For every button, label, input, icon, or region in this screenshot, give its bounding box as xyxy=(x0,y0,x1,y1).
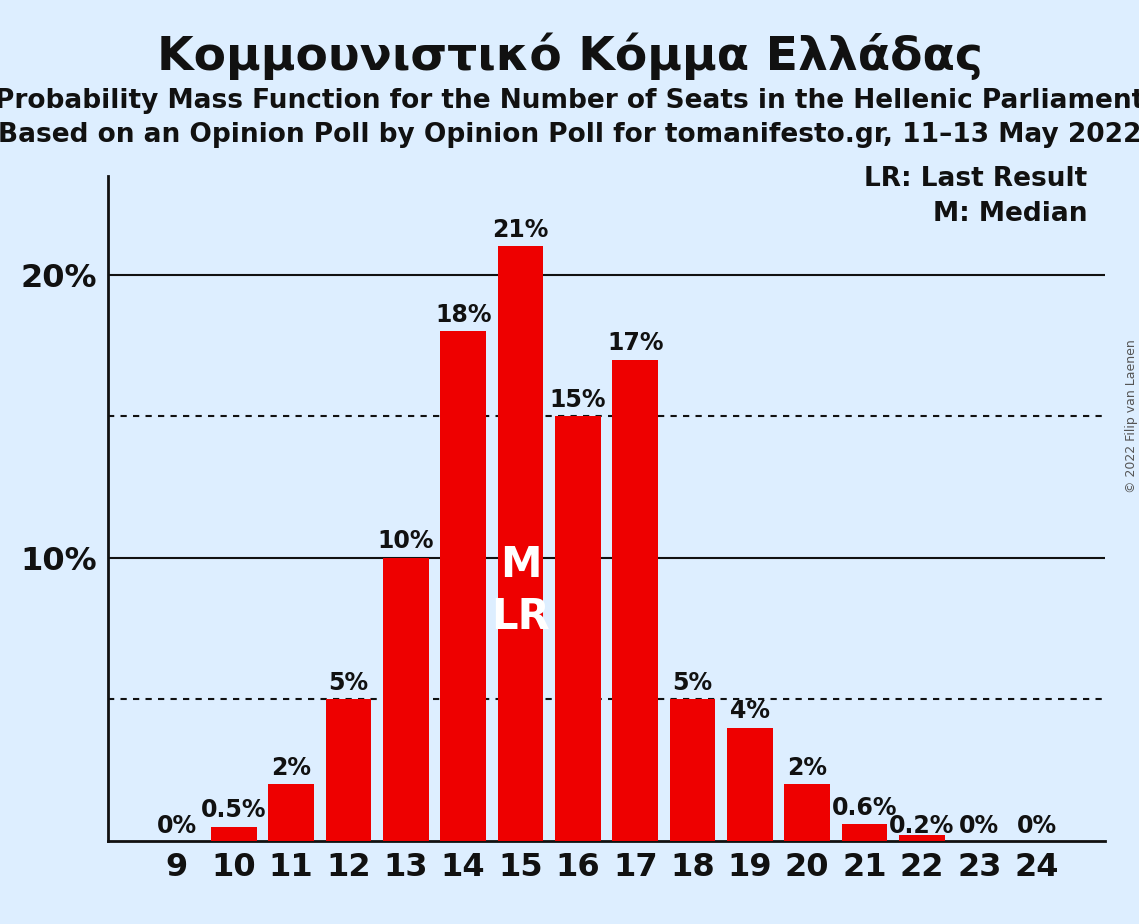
Text: 5%: 5% xyxy=(672,671,713,695)
Bar xyxy=(440,332,486,841)
Text: 0.5%: 0.5% xyxy=(202,798,267,822)
Text: 5%: 5% xyxy=(328,671,369,695)
Text: 0.6%: 0.6% xyxy=(831,796,898,820)
Bar xyxy=(326,699,371,841)
Text: LR: Last Result: LR: Last Result xyxy=(865,166,1088,192)
Text: 2%: 2% xyxy=(787,756,827,780)
Text: © 2022 Filip van Laenen: © 2022 Filip van Laenen xyxy=(1124,339,1138,492)
Bar xyxy=(211,827,256,841)
Text: 0%: 0% xyxy=(156,814,197,838)
Bar xyxy=(842,824,887,841)
Text: Probability Mass Function for the Number of Seats in the Hellenic Parliament: Probability Mass Function for the Number… xyxy=(0,88,1139,114)
Bar xyxy=(785,784,830,841)
Text: Κομμουνιστικό Κόμμα Ελλάδας: Κομμουνιστικό Κόμμα Ελλάδας xyxy=(156,32,983,79)
Bar xyxy=(727,727,773,841)
Text: 17%: 17% xyxy=(607,332,663,356)
Text: 0.2%: 0.2% xyxy=(890,814,954,838)
Bar xyxy=(555,416,600,841)
Text: M
LR: M LR xyxy=(491,544,550,638)
Bar xyxy=(268,784,314,841)
Bar xyxy=(383,558,428,841)
Text: 10%: 10% xyxy=(377,529,434,553)
Bar xyxy=(498,247,543,841)
Text: 18%: 18% xyxy=(435,303,491,327)
Text: 0%: 0% xyxy=(959,814,999,838)
Text: Based on an Opinion Poll by Opinion Poll for tomanifesto.gr, 11–13 May 2022: Based on an Opinion Poll by Opinion Poll… xyxy=(0,122,1139,148)
Text: 21%: 21% xyxy=(492,218,549,242)
Bar xyxy=(613,359,658,841)
Text: 0%: 0% xyxy=(1016,814,1057,838)
Bar xyxy=(899,835,945,841)
Text: 2%: 2% xyxy=(271,756,311,780)
Text: 15%: 15% xyxy=(550,388,606,412)
Text: 4%: 4% xyxy=(730,699,770,723)
Text: M: Median: M: Median xyxy=(933,201,1088,227)
Bar xyxy=(670,699,715,841)
